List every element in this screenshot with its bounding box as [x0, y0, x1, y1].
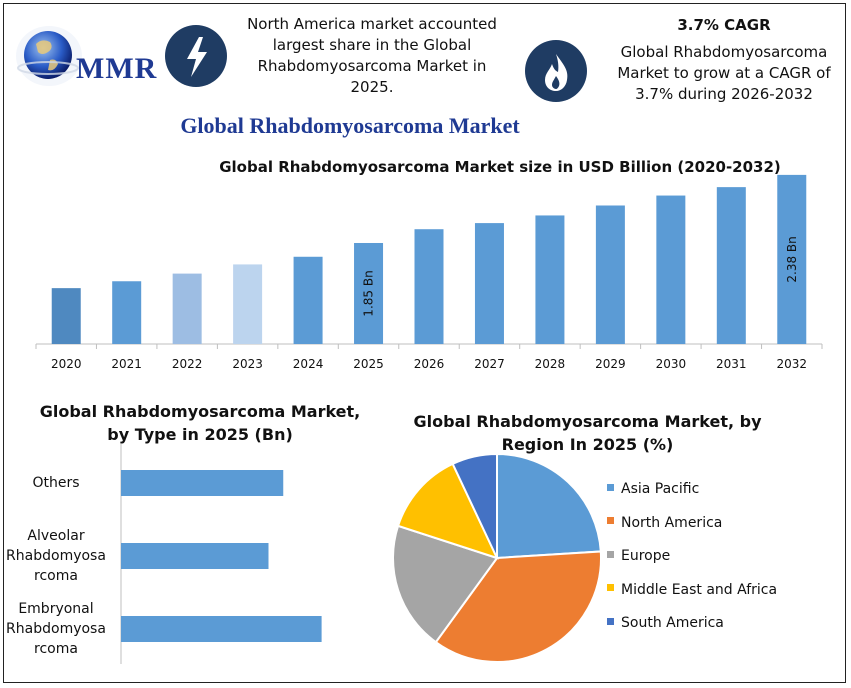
x-tick-label: 2028: [535, 357, 566, 371]
type-bar: [121, 470, 284, 496]
bar-data-label: 1.85 Bn: [362, 270, 376, 316]
type-category-label-line: Embryonal: [18, 601, 94, 617]
legend-label: South America: [621, 615, 724, 631]
north-america-share-text: North America market accounted largest s…: [247, 15, 497, 96]
type-category-label-line: Rhabdomyosa: [6, 548, 106, 564]
logo-text: MMR: [76, 52, 158, 85]
type-category-label-line: rcoma: [34, 641, 78, 657]
legend-swatch: [607, 584, 614, 591]
x-tick-label: 2024: [293, 357, 324, 371]
type-category-label-line: Rhabdomyosa: [6, 621, 106, 637]
type-category-label: Others: [4, 473, 108, 493]
type-chart-title: Global Rhabdomyosarcoma Market, by Type …: [39, 402, 361, 444]
pie-slice-europe: [392, 524, 499, 644]
bar-data-label: 2.38 Bn: [785, 236, 799, 282]
bar-2028: [535, 215, 565, 344]
type-bar: [121, 616, 322, 642]
bar-chart-title: Global Rhabdomyosarcoma Market size in U…: [219, 158, 781, 176]
type-category-label-line: rcoma: [34, 568, 78, 584]
pie-slice-north-america: [434, 550, 602, 663]
bar-2032: [777, 174, 807, 344]
legend-label: Europe: [621, 548, 671, 564]
x-tick-label: 2027: [474, 357, 505, 371]
flame-icon: [525, 40, 587, 102]
bar-2025: [354, 242, 384, 344]
x-tick-label: 2029: [595, 357, 626, 371]
bar-2031: [716, 187, 746, 344]
bar-2023: [233, 264, 263, 344]
legend-item: North America: [607, 513, 722, 533]
type-category-label: Alveolar Rhabdomyosa rcoma: [4, 526, 108, 586]
legend-swatch: [607, 483, 614, 491]
x-tick-label: 2026: [414, 357, 445, 371]
lightning-bolt-icon: [165, 25, 227, 87]
legend-item: Europe: [607, 546, 670, 566]
legend-item: Asia Pacific: [607, 479, 699, 499]
bar-2026: [414, 229, 444, 344]
legend-label: North America: [621, 514, 723, 531]
pie-slice-middle-east-and-africa: [396, 462, 499, 560]
type-category-label: Embryonal Rhabdomyosa rcoma: [4, 599, 108, 659]
x-tick-label: 2031: [716, 357, 747, 371]
legend-item: Middle East and Africa: [607, 580, 777, 600]
globe-logo-icon: [16, 26, 82, 86]
cagr-heading: 3.7% CAGR: [677, 16, 771, 34]
bar-2024: [293, 256, 323, 344]
x-tick-label: 2023: [232, 357, 263, 371]
type-bar: [121, 543, 269, 569]
bar-2021: [112, 281, 142, 344]
bar-2029: [595, 205, 625, 344]
legend-swatch: [607, 517, 614, 524]
legend-swatch: [607, 617, 614, 625]
legend-item: South America: [607, 613, 724, 633]
x-tick-label: 2025: [353, 357, 384, 371]
pie-slice-asia-pacific: [496, 452, 602, 560]
x-tick-label: 2021: [111, 357, 142, 371]
bar-2030: [656, 195, 686, 344]
bar-2022: [172, 273, 202, 344]
legend-swatch: [607, 550, 614, 558]
type-category-label-line: Others: [32, 475, 80, 491]
bar-2020: [51, 288, 81, 344]
x-tick-label: 2020: [51, 357, 82, 371]
main-title: Global Rhabdomyosarcoma Market: [180, 113, 520, 138]
legend-label: Asia Pacific: [621, 481, 700, 497]
x-tick-label: 2022: [172, 357, 203, 371]
x-tick-label: 2032: [776, 357, 807, 371]
cagr-text: Global Rhabdomyosarcoma Market to grow a…: [617, 43, 831, 103]
x-tick-label: 2030: [656, 357, 687, 371]
legend-label: Middle East and Africa: [621, 581, 778, 598]
bar-2027: [474, 223, 504, 344]
region-chart-title: Global Rhabdomyosarcoma Market, by Regio…: [413, 412, 762, 454]
type-category-label-line: Alveolar: [27, 528, 85, 544]
pie-slice-south-america: [451, 452, 498, 559]
